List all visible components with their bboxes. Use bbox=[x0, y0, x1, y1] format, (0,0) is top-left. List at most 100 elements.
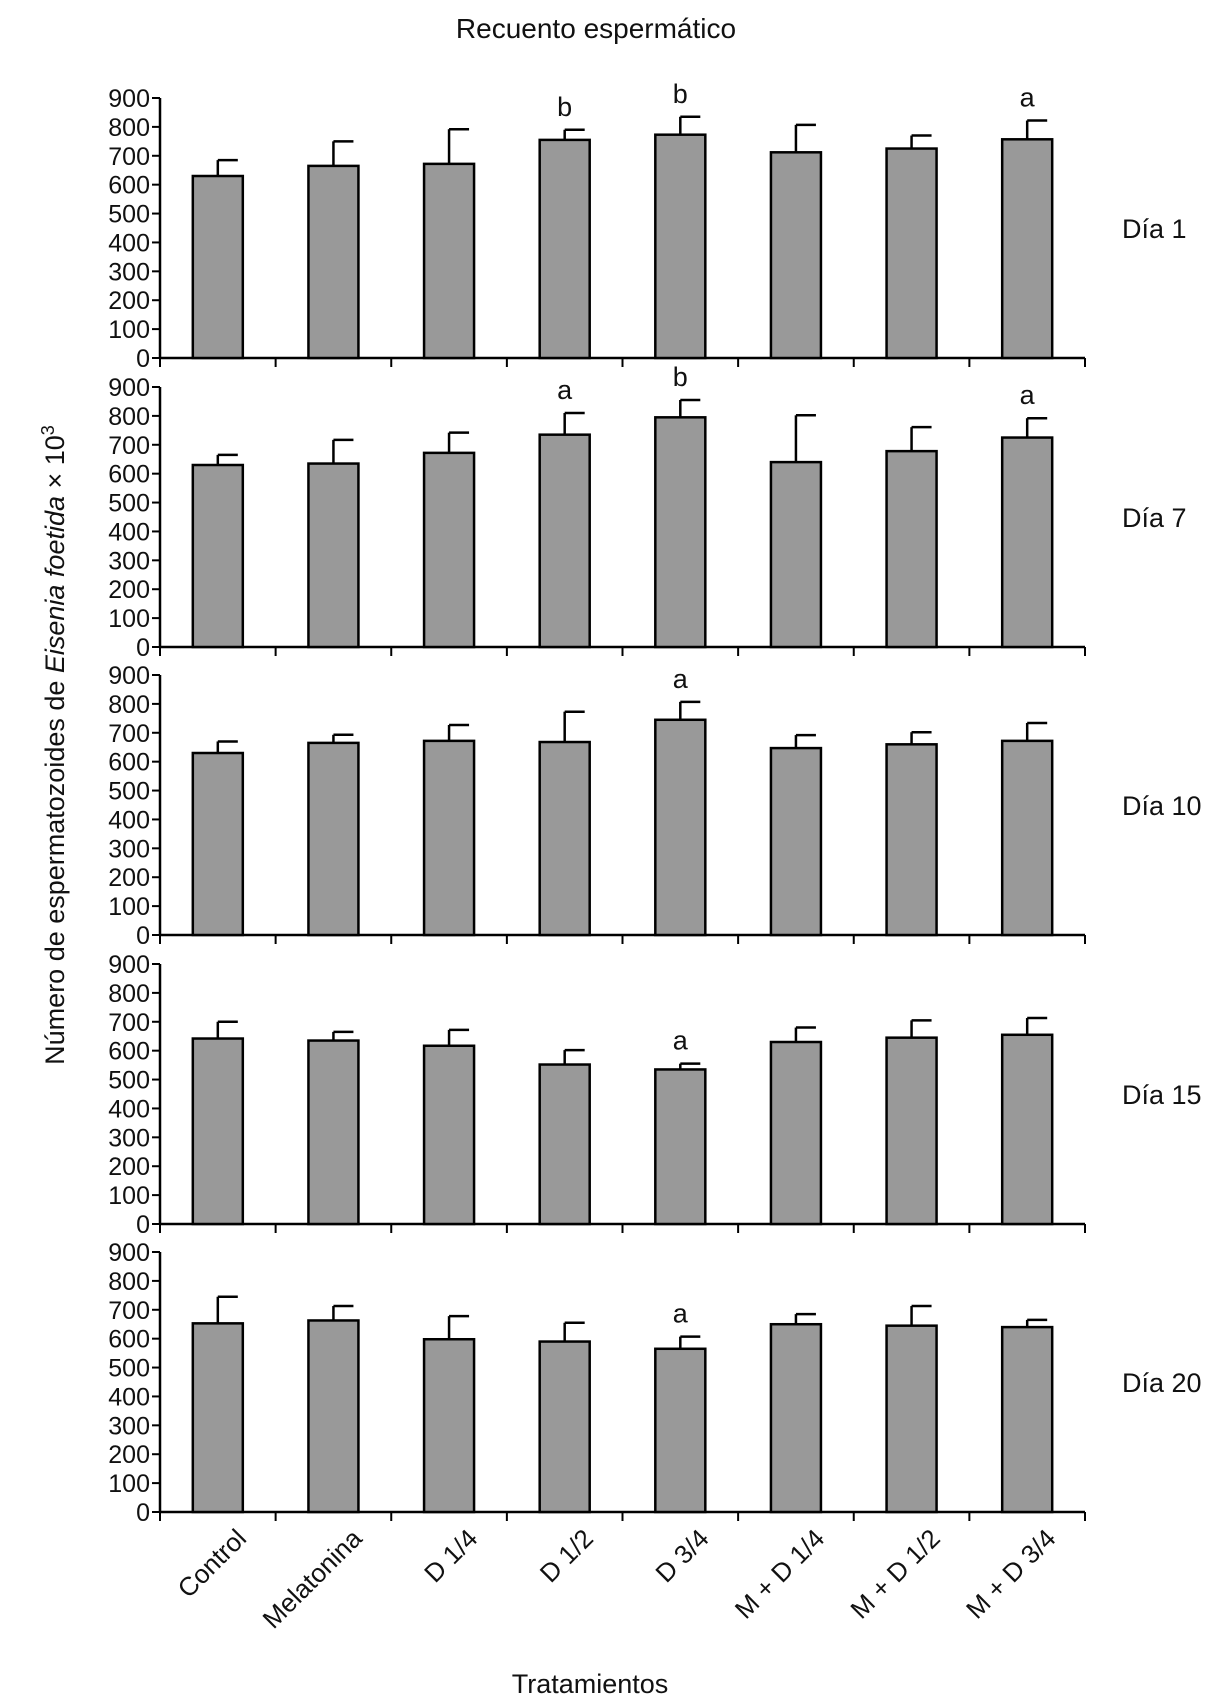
significance-label: b bbox=[557, 92, 572, 122]
significance-label: a bbox=[1020, 83, 1036, 113]
bar bbox=[422, 1044, 476, 1226]
bar bbox=[538, 138, 591, 360]
x-tick-label: M + D 1/4 bbox=[729, 1523, 830, 1624]
y-tick-label: 300 bbox=[108, 1124, 150, 1152]
y-tick-label: 100 bbox=[108, 316, 150, 344]
y-tick-label: 0 bbox=[136, 634, 150, 662]
y-tick-label: 600 bbox=[108, 1326, 150, 1354]
x-tick-label: D 1/2 bbox=[534, 1523, 599, 1588]
y-tick-label: 400 bbox=[108, 518, 150, 546]
bar bbox=[191, 174, 245, 360]
y-tick-label: 300 bbox=[108, 835, 150, 863]
y-tick-label: 100 bbox=[108, 893, 150, 921]
y-tick-label: 800 bbox=[108, 114, 150, 142]
y-axis-title-main: Número de espermatozoides de bbox=[40, 673, 70, 1065]
bar bbox=[885, 1036, 938, 1226]
y-tick-label: 500 bbox=[108, 1355, 150, 1383]
y-tick-label: 400 bbox=[108, 1095, 150, 1123]
y-tick-label: 200 bbox=[108, 287, 150, 315]
panel-day-label: Día 15 bbox=[1122, 1080, 1202, 1110]
bar bbox=[538, 433, 591, 649]
bar bbox=[1000, 1033, 1054, 1226]
y-tick-label: 900 bbox=[108, 1239, 150, 1267]
bar bbox=[1000, 436, 1054, 649]
y-tick-label: 700 bbox=[108, 720, 150, 748]
bar bbox=[1000, 1325, 1054, 1514]
x-tick-label: M + D 1/2 bbox=[844, 1523, 945, 1624]
panel-day-label: Día 10 bbox=[1122, 791, 1202, 821]
y-tick-label: 200 bbox=[108, 576, 150, 604]
y-tick-label: 500 bbox=[108, 1067, 150, 1095]
bar bbox=[422, 162, 476, 360]
panel-day-label: Día 1 bbox=[1122, 214, 1187, 244]
bar bbox=[885, 743, 938, 937]
bar bbox=[654, 416, 707, 649]
bar bbox=[538, 1340, 591, 1514]
bar bbox=[191, 463, 245, 649]
bar bbox=[538, 740, 591, 937]
bar bbox=[769, 151, 823, 360]
bar bbox=[1000, 138, 1054, 360]
y-tick-label: 0 bbox=[136, 922, 150, 950]
significance-label: a bbox=[557, 375, 573, 405]
y-tick-label: 0 bbox=[136, 345, 150, 373]
y-tick-label: 200 bbox=[108, 1441, 150, 1469]
y-tick-label: 200 bbox=[108, 864, 150, 892]
bar bbox=[307, 462, 360, 649]
y-tick-label: 500 bbox=[108, 201, 150, 229]
bar bbox=[191, 1037, 245, 1226]
y-tick-label: 400 bbox=[108, 229, 150, 257]
bar bbox=[654, 1068, 707, 1226]
x-tick-label: Control bbox=[172, 1523, 252, 1603]
bar bbox=[769, 460, 823, 649]
bar bbox=[885, 1324, 938, 1514]
y-tick-label: 900 bbox=[108, 951, 150, 979]
y-tick-label: 300 bbox=[108, 547, 150, 575]
y-tick-label: 900 bbox=[108, 662, 150, 690]
y-tick-label: 900 bbox=[108, 85, 150, 113]
bar bbox=[769, 746, 823, 937]
y-tick-label: 700 bbox=[108, 1297, 150, 1325]
y-tick-label: 100 bbox=[108, 1470, 150, 1498]
bar bbox=[654, 718, 707, 937]
panel-day-label: Día 20 bbox=[1122, 1368, 1202, 1398]
significance-label: a bbox=[673, 1026, 689, 1056]
bar bbox=[422, 1337, 476, 1514]
bar bbox=[1000, 739, 1054, 937]
y-tick-label: 200 bbox=[108, 1153, 150, 1181]
y-axis-title-italic: Eisenia foetida bbox=[40, 496, 70, 673]
y-tick-label: 700 bbox=[108, 432, 150, 460]
bar bbox=[422, 451, 476, 649]
y-axis-title: Número de espermatozoides de Eisenia foe… bbox=[38, 425, 70, 1065]
y-tick-label: 400 bbox=[108, 806, 150, 834]
significance-label: b bbox=[673, 362, 688, 392]
bar bbox=[307, 164, 360, 360]
y-tick-label: 800 bbox=[108, 691, 150, 719]
y-tick-label: 700 bbox=[108, 1009, 150, 1037]
y-tick-label: 400 bbox=[108, 1383, 150, 1411]
significance-label: a bbox=[673, 664, 689, 694]
y-tick-label: 500 bbox=[108, 490, 150, 518]
y-tick-label: 700 bbox=[108, 143, 150, 171]
bar bbox=[307, 1039, 360, 1226]
y-tick-label: 0 bbox=[136, 1499, 150, 1527]
y-tick-label: 900 bbox=[108, 374, 150, 402]
x-tick-label: Melatonina bbox=[257, 1523, 369, 1635]
x-axis-title: Tratamientos bbox=[512, 1669, 669, 1699]
y-tick-label: 500 bbox=[108, 778, 150, 806]
y-tick-label: 600 bbox=[108, 1038, 150, 1066]
x-tick-label: D 3/4 bbox=[649, 1523, 714, 1588]
y-tick-label: 300 bbox=[108, 258, 150, 286]
bar bbox=[654, 1347, 707, 1514]
y-tick-label: 300 bbox=[108, 1412, 150, 1440]
y-tick-label: 600 bbox=[108, 749, 150, 777]
y-tick-label: 100 bbox=[108, 1182, 150, 1210]
significance-label: b bbox=[673, 79, 688, 109]
bar bbox=[191, 751, 245, 937]
